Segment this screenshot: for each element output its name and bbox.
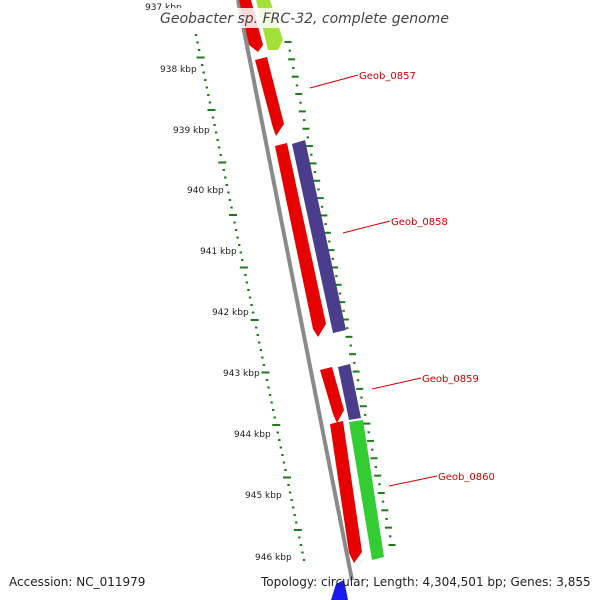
genome-summary-text: Topology: circular; Length: 4,304,501 bp…	[260, 575, 591, 589]
page-title: Geobacter sp. FRC-32, complete genome	[160, 11, 449, 27]
gene-arrow-bottom-blue[interactable]	[331, 580, 348, 600]
callout-line-geob-0859	[371, 377, 422, 390]
gene-label-geob-0859[interactable]: Geob_0859	[422, 374, 479, 385]
outer-dotted-ring	[194, 34, 306, 561]
gene-arrow-geob-0859-forward[interactable]	[320, 367, 344, 423]
gene-labels: Geob_0857 Geob_0858 Geob_0859 Geob_0860	[309, 71, 495, 487]
scale-tick-label: 944 kbp	[234, 430, 271, 440]
accession-text: Accession: NC_011979	[9, 575, 145, 589]
scale-tick-label: 939 kbp	[173, 126, 210, 136]
gene-arrow-geob-0860-forward[interactable]	[330, 421, 362, 563]
scale-tick-label: 938 kbp	[160, 65, 197, 75]
gene-arrow-geob-0858-forward[interactable]	[275, 143, 326, 337]
scale-tick-label: 940 kbp	[187, 186, 224, 196]
callout-line-geob-0857	[309, 74, 359, 89]
title-backdrop	[160, 8, 450, 28]
scale-tick-label: 941 kbp	[200, 247, 237, 257]
callout-line-geob-0860	[388, 475, 438, 487]
gene-track	[239, 0, 384, 600]
gene-arrow-geob-0860-green[interactable]	[349, 420, 384, 560]
gene-arrow-geob-0857[interactable]	[255, 57, 284, 136]
scale-tick-label: 945 kbp	[245, 491, 282, 501]
scale-tick-label: 942 kbp	[212, 308, 249, 318]
gene-label-geob-0860[interactable]: Geob_0860	[438, 472, 495, 483]
genome-backbone	[236, 0, 354, 581]
gene-label-geob-0857[interactable]: Geob_0857	[359, 71, 416, 82]
gene-arrow-geob-0859-reverse[interactable]	[338, 364, 361, 420]
gene-label-geob-0858[interactable]: Geob_0858	[391, 217, 448, 228]
scale-tick-label: 943 kbp	[223, 369, 260, 379]
scale-tick-label: 946 kbp	[255, 553, 292, 563]
callout-line-geob-0858	[342, 220, 391, 234]
gene-tick-ring	[284, 41, 396, 546]
gene-arrow-geob-0858-reverse[interactable]	[292, 140, 346, 333]
